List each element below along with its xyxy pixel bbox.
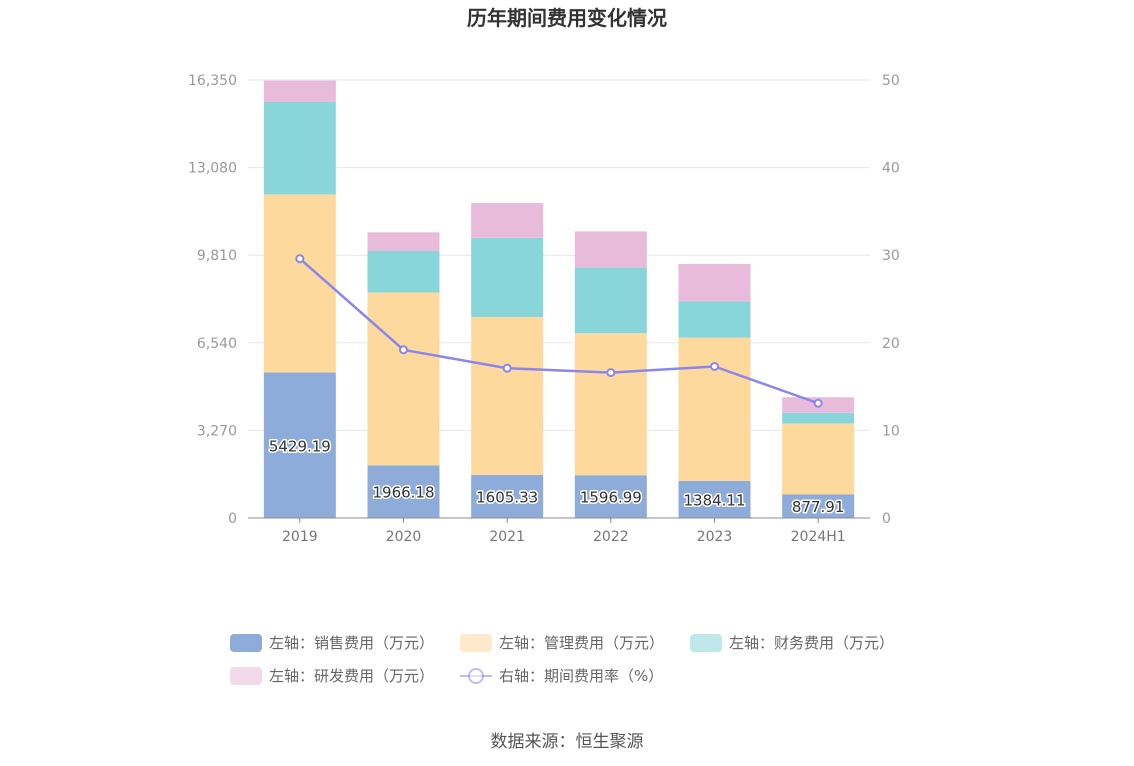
axes: 0 3,270 6,540 9,810 13,080 16,350 0 10 20 30 40 50 2… xyxy=(188,73,900,545)
right-tick-label: 0 xyxy=(882,511,891,527)
bar-4-2022 xyxy=(574,231,647,268)
legend-label: 左轴：研发费用（万元） xyxy=(269,667,434,685)
x-tick-label: 2019 xyxy=(282,529,318,545)
bar-data-label: 1596.99 xyxy=(580,489,642,507)
bar-1-2022 xyxy=(574,475,647,518)
rate-point xyxy=(606,368,616,378)
rate-line xyxy=(295,254,823,408)
legend-item[interactable]: 左轴：研发费用（万元） xyxy=(230,667,434,685)
bar-3-2023 xyxy=(678,301,751,338)
bar-data-label: 1605.33 xyxy=(476,488,538,506)
legend-item[interactable]: 右轴：期间费用率（%） xyxy=(460,667,663,685)
legend-marker xyxy=(468,668,484,684)
x-tick-label: 2020 xyxy=(386,529,422,545)
bar-data-label: 877.91 xyxy=(792,498,845,516)
bar-1-2021 xyxy=(471,474,544,518)
chart-title: 历年期间费用变化情况 xyxy=(467,6,667,30)
left-tick-label: 3,270 xyxy=(197,423,237,439)
legend-swatch xyxy=(460,634,492,652)
bar-1-2019 xyxy=(263,372,336,518)
right-tick-label: 30 xyxy=(882,248,900,264)
bar-2-2021 xyxy=(471,316,544,475)
bar-4-2023 xyxy=(678,263,751,302)
bar-2-2020 xyxy=(367,292,440,466)
bar-data-label: 5429.19 xyxy=(269,437,331,455)
bar-3-2021 xyxy=(471,237,544,317)
x-tick-label: 2022 xyxy=(593,529,629,545)
left-tick-label: 16,350 xyxy=(188,73,237,89)
bar-1-2020 xyxy=(367,465,440,518)
bar-1-2024H1 xyxy=(782,494,855,518)
bar-data-label: 1966.18 xyxy=(372,484,434,502)
bar-2-2024H1 xyxy=(782,423,855,495)
bar-3-2020 xyxy=(367,251,440,293)
x-tick-label: 2021 xyxy=(489,529,525,545)
legend-swatch xyxy=(690,634,722,652)
left-tick-label: 9,810 xyxy=(197,248,237,264)
left-tick-label: 0 xyxy=(228,511,237,527)
legend-item[interactable]: 左轴：销售费用（万元） xyxy=(230,634,434,652)
legend-swatch xyxy=(230,634,262,652)
bar-2-2022 xyxy=(574,333,647,476)
right-tick-label: 40 xyxy=(882,161,900,177)
legend-item[interactable]: 左轴：管理费用（万元） xyxy=(460,634,664,652)
right-tick-label: 10 xyxy=(882,423,900,439)
bar-3-2024H1 xyxy=(782,412,855,424)
x-tick-label: 2023 xyxy=(697,529,733,545)
rate-point xyxy=(399,345,408,355)
bar-2-2019 xyxy=(263,194,336,373)
bar-4-2020 xyxy=(367,232,440,252)
bar-3-2019 xyxy=(263,101,336,195)
rate-point xyxy=(710,361,719,371)
legend-item[interactable]: 左轴：财务费用（万元） xyxy=(690,634,894,652)
x-tick-label: 2024H1 xyxy=(791,529,846,545)
rate-point xyxy=(295,254,305,264)
bars xyxy=(263,80,855,518)
legend-label: 左轴：管理费用（万元） xyxy=(499,634,664,652)
rate-point xyxy=(813,398,823,408)
bar-1-2023 xyxy=(678,480,751,518)
legend-swatch xyxy=(230,667,262,685)
bar-labels: 5429.19 1966.18 1605.33 1596.99 1384.11 877.9… xyxy=(267,436,846,518)
legend-label: 左轴：财务费用（万元） xyxy=(729,634,894,652)
left-tick-label: 13,080 xyxy=(188,161,237,177)
rate-line-path xyxy=(299,257,819,405)
legend-label: 右轴：期间费用率（%） xyxy=(499,667,663,685)
bar-4-2021 xyxy=(471,203,544,238)
legend[interactable]: 左轴：销售费用（万元） 左轴：管理费用（万元） 左轴：财务费用（万元） 左轴：研发费用… xyxy=(230,634,894,685)
source-note: 数据来源：恒生聚源 xyxy=(491,732,644,752)
legend-label: 左轴：销售费用（万元） xyxy=(269,634,434,652)
bar-3-2022 xyxy=(574,267,647,334)
right-tick-label: 50 xyxy=(882,73,900,89)
bar-2-2023 xyxy=(678,337,751,481)
bar-4-2019 xyxy=(263,80,336,102)
right-tick-label: 20 xyxy=(882,336,900,352)
rate-point xyxy=(502,363,512,373)
bar-data-label: 1384.11 xyxy=(683,491,745,509)
left-tick-label: 6,540 xyxy=(197,336,237,352)
grid xyxy=(248,79,870,431)
